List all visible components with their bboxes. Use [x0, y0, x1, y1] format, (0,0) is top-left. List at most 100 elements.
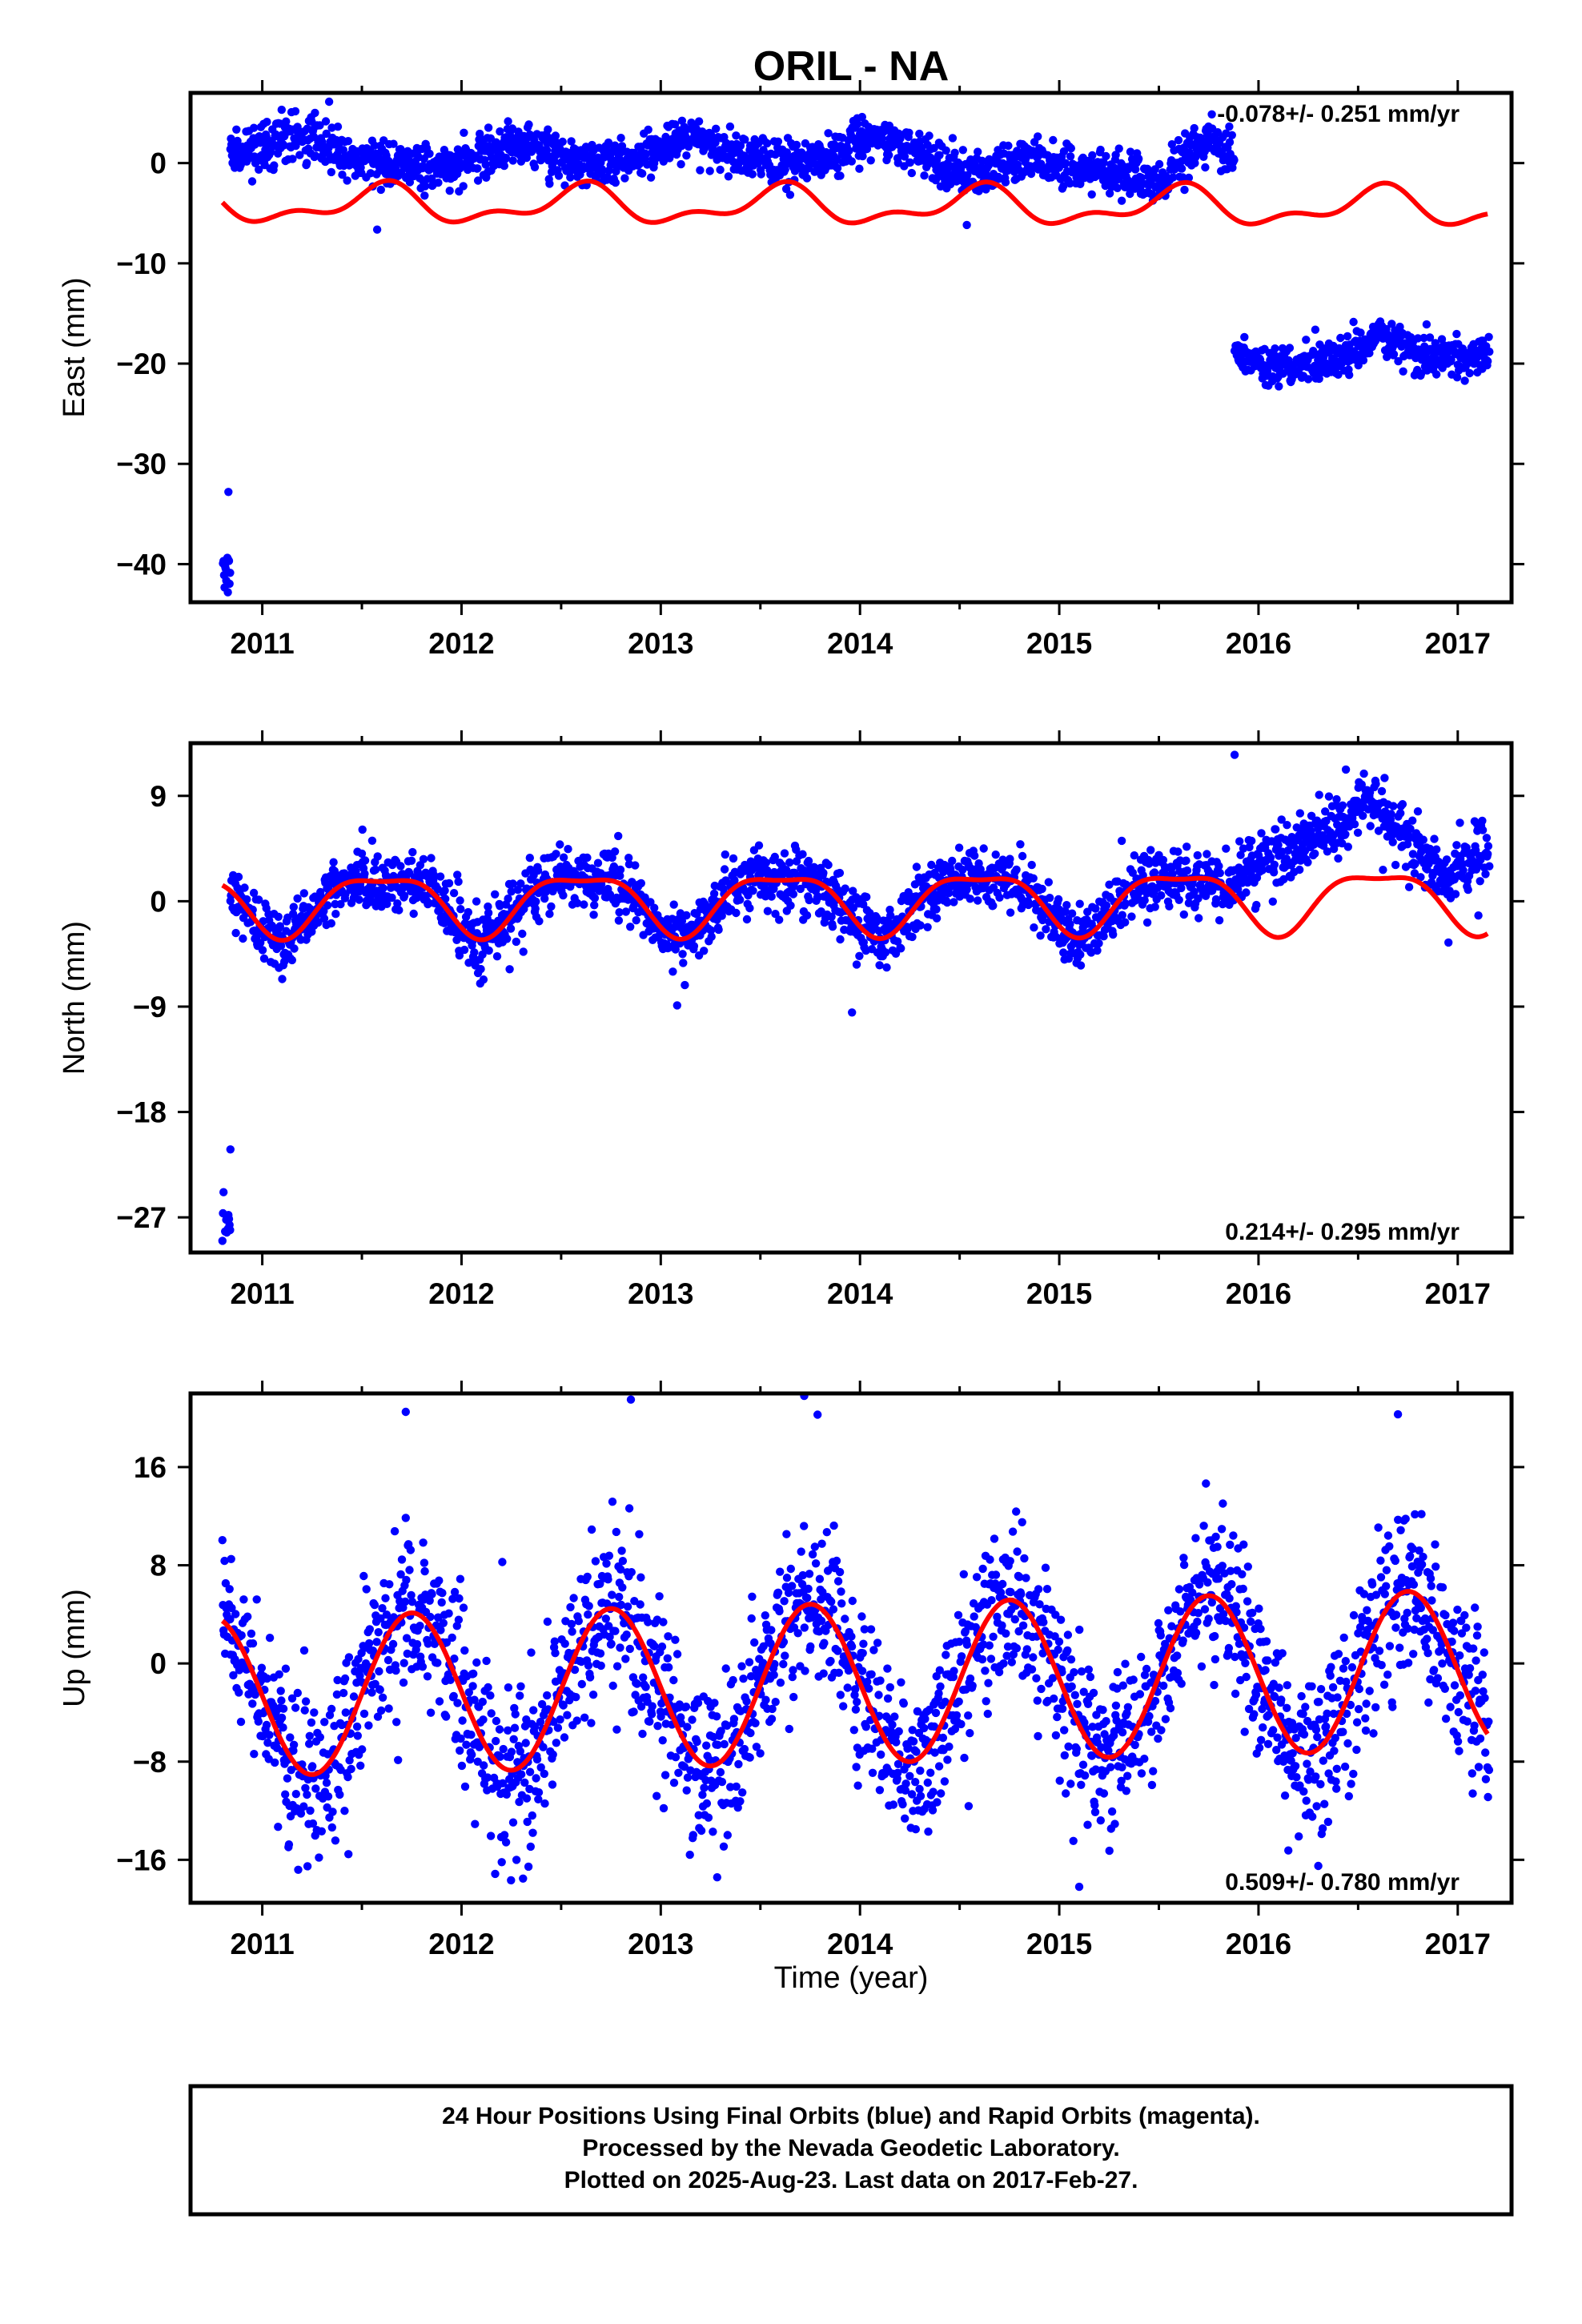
data-point — [407, 1590, 416, 1600]
data-point — [271, 1758, 279, 1767]
data-point — [258, 946, 267, 955]
data-point — [857, 112, 867, 122]
data-point — [725, 122, 735, 131]
x-tick-label: 2013 — [628, 627, 693, 660]
data-point — [359, 1709, 369, 1719]
data-point — [508, 1818, 518, 1827]
data-point — [1094, 939, 1103, 948]
data-point — [524, 120, 533, 129]
data-point — [966, 895, 974, 903]
data-point — [467, 1731, 476, 1739]
data-point — [712, 124, 721, 133]
data-point — [452, 935, 461, 945]
data-point — [789, 890, 798, 899]
data-point — [1295, 865, 1304, 875]
data-point — [390, 1526, 400, 1536]
data-point — [341, 1708, 350, 1717]
data-point — [234, 872, 243, 882]
data-point — [254, 1717, 263, 1726]
data-point — [519, 947, 528, 956]
data-point — [387, 893, 396, 903]
data-point — [352, 1679, 361, 1687]
data-point — [504, 117, 512, 126]
data-point — [248, 1639, 258, 1648]
data-point — [1266, 853, 1275, 862]
data-point — [970, 851, 979, 860]
data-point — [580, 900, 588, 909]
data-point — [1324, 792, 1334, 801]
data-point — [678, 950, 687, 959]
data-point — [891, 949, 901, 959]
data-point — [473, 1757, 482, 1766]
data-point — [517, 1770, 526, 1779]
data-point — [1038, 884, 1046, 894]
data-point — [1184, 173, 1194, 183]
data-point — [513, 885, 523, 895]
data-point — [416, 1622, 424, 1630]
data-point — [344, 1653, 354, 1662]
data-point — [1062, 901, 1071, 910]
data-point — [1067, 909, 1077, 918]
data-point — [327, 919, 335, 928]
data-point — [450, 1655, 459, 1663]
y-tick-label: 0 — [150, 885, 167, 918]
data-point — [355, 895, 363, 904]
data-point — [512, 937, 520, 947]
data-point — [1432, 845, 1441, 854]
data-point — [317, 1827, 326, 1835]
data-point — [277, 1696, 286, 1705]
data-point — [681, 980, 689, 990]
x-tick-label: 2015 — [1026, 627, 1092, 660]
data-point — [345, 1756, 354, 1765]
data-point — [948, 134, 958, 143]
x-tick-label: 2016 — [1226, 1277, 1291, 1310]
data-point — [948, 856, 957, 866]
data-point — [567, 137, 576, 146]
data-point — [479, 975, 488, 984]
data-point — [327, 167, 335, 177]
data-point — [444, 879, 454, 888]
data-point — [500, 161, 508, 171]
data-point — [1036, 931, 1045, 940]
data-point — [714, 925, 723, 935]
data-point — [545, 179, 554, 188]
data-point — [773, 137, 783, 146]
data-point — [770, 852, 779, 862]
data-point — [227, 1554, 235, 1564]
data-point — [251, 1690, 259, 1699]
data-point — [792, 140, 801, 150]
data-point — [802, 911, 812, 920]
data-point — [1105, 880, 1114, 889]
data-point — [289, 1740, 299, 1749]
data-point — [827, 912, 836, 922]
data-point — [287, 955, 296, 965]
data-point — [391, 1666, 400, 1675]
data-point — [1194, 894, 1203, 903]
data-point — [1388, 838, 1397, 846]
data-point — [554, 171, 564, 180]
data-point — [1343, 332, 1352, 341]
data-point — [236, 1717, 246, 1727]
data-point — [359, 1571, 368, 1581]
data-point — [502, 1790, 511, 1799]
data-point — [402, 1634, 412, 1642]
data-point — [1131, 165, 1140, 174]
data-point — [598, 166, 607, 175]
data-point — [376, 1614, 385, 1623]
data-point — [491, 1869, 500, 1879]
data-point — [483, 1773, 492, 1782]
data-point — [1242, 888, 1251, 897]
data-point — [545, 910, 554, 919]
data-point — [291, 107, 300, 116]
data-point — [1222, 844, 1231, 853]
data-point — [1044, 878, 1054, 887]
data-point — [392, 1718, 401, 1727]
data-point — [278, 975, 287, 983]
data-point — [1465, 368, 1474, 378]
data-point — [239, 1595, 248, 1604]
data-point — [405, 178, 415, 187]
data-point — [995, 893, 1004, 903]
data-point — [501, 1838, 511, 1847]
data-point — [935, 151, 944, 159]
data-point — [1270, 860, 1279, 870]
